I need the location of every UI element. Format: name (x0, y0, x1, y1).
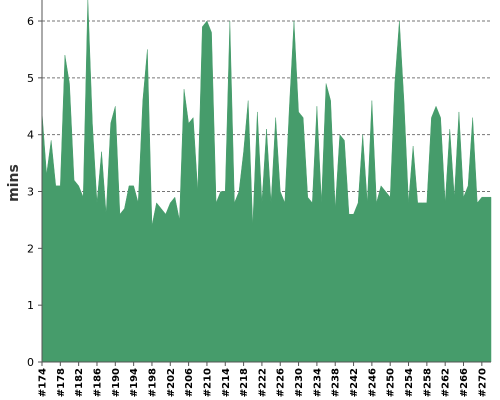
x-tick-label: #174 (38, 368, 49, 397)
x-tick-label: #214 (221, 368, 232, 397)
x-tick-label: #178 (56, 368, 67, 397)
x-tick-label: #246 (367, 368, 378, 397)
y-tick-label: 2 (27, 242, 34, 255)
x-tick-label: #206 (184, 368, 195, 397)
x-tick-label: #242 (349, 368, 360, 397)
x-tick-label: #218 (239, 368, 250, 397)
y-tick-label: 0 (27, 356, 34, 369)
y-tick-label: 6 (27, 15, 34, 28)
x-tick-label: #234 (312, 368, 323, 397)
x-tick-label: #250 (386, 368, 397, 397)
x-tick-label: #238 (331, 368, 342, 397)
x-tick-label: #270 (477, 368, 488, 397)
y-axis-title: mins (6, 164, 22, 202)
x-tick-label: #254 (404, 368, 415, 397)
series-area (41, 0, 492, 363)
y-tick-label: 4 (27, 129, 34, 142)
x-tick-label: #198 (148, 368, 159, 397)
x-tick-label: #190 (111, 368, 122, 397)
x-tick-label: #186 (93, 368, 104, 397)
y-tick-label: 3 (27, 186, 34, 199)
y-tick-label: 5 (27, 72, 34, 85)
x-tick-label: #222 (257, 368, 268, 397)
x-axis: #174 #178 #182 #186 #190 #194 #198 #202 #206 #210… (38, 361, 491, 397)
x-tick-label: #262 (441, 368, 452, 397)
x-tick-label: #258 (422, 368, 433, 397)
x-tick-label: #182 (74, 368, 85, 397)
x-tick-label: #226 (276, 368, 287, 397)
x-tick-label: #210 (202, 368, 213, 397)
y-tick-label: 1 (27, 299, 34, 312)
x-tick-label: #266 (459, 368, 470, 397)
area-series-1 (41, 0, 492, 363)
x-tick-label: #202 (166, 368, 177, 397)
x-tick-label: #230 (294, 368, 305, 397)
y-axis: 0 1 2 3 4 5 6 (27, 0, 43, 369)
x-tick-label: #194 (129, 368, 140, 397)
